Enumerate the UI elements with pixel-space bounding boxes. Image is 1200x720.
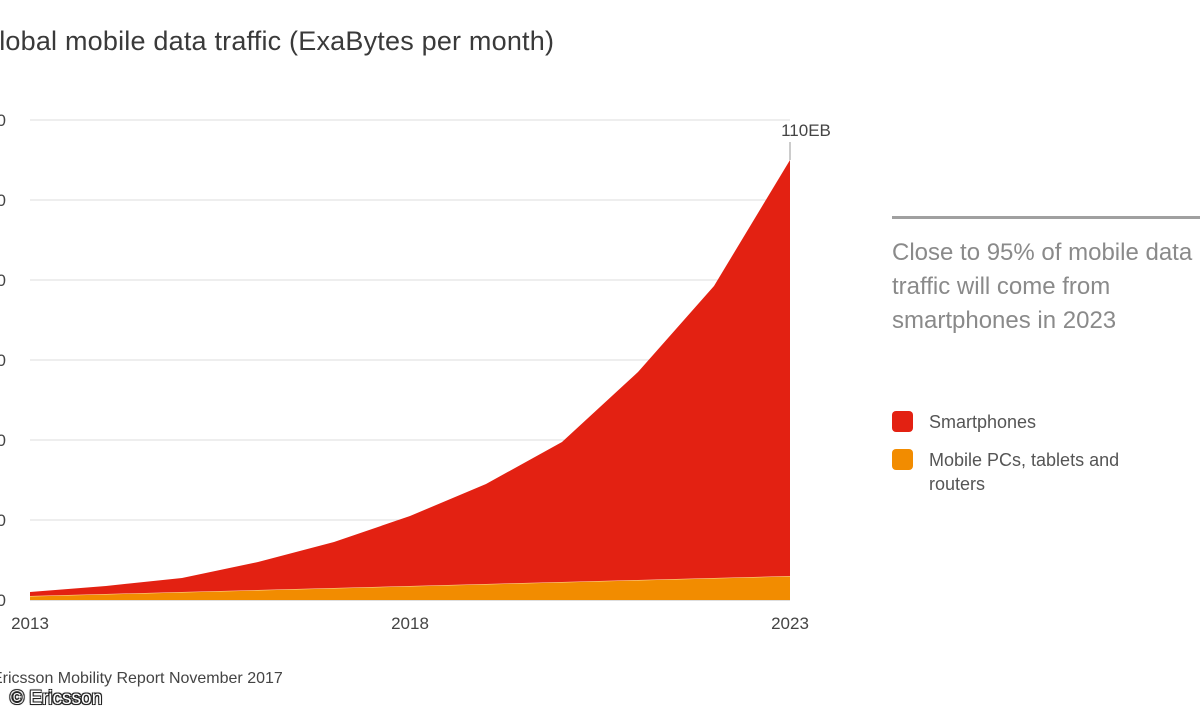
legend-swatch-smartphones	[892, 411, 913, 432]
callout-text: Close to 95% of mobile data traffic will…	[892, 239, 1193, 334]
legend-item-mobile-pcs: Mobile PCs, tablets and routers	[892, 448, 1139, 496]
x-tick-label: 2023	[771, 614, 809, 633]
y-tick-label: 0	[0, 351, 6, 370]
source-note: Ericsson Mobility Report November 2017	[0, 670, 283, 687]
callout-rule	[892, 216, 1200, 219]
legend-item-smartphones: Smartphones	[892, 410, 1139, 434]
y-tick-label: 0	[0, 431, 6, 450]
copyright-watermark: © Ericsson	[10, 688, 103, 709]
legend-label-mobile-pcs: Mobile PCs, tablets and routers	[929, 450, 1120, 494]
area-smartphones	[30, 160, 790, 596]
legend-label-smartphones: Smartphones	[929, 412, 1037, 432]
y-tick-label: 0	[0, 111, 6, 130]
y-tick-label: 0	[0, 191, 6, 210]
x-tick-label: 2013	[11, 614, 49, 633]
legend: Smartphones Mobile PCs, tablets and rout…	[892, 410, 1139, 510]
y-tick-label: 0	[0, 271, 6, 290]
chart-title: Global mobile data traffic (ExaBytes per…	[0, 26, 555, 56]
x-tick-label: 2018	[391, 614, 429, 633]
area-mobile-pcs	[30, 576, 790, 600]
y-tick-label: 0	[0, 511, 6, 530]
legend-swatch-mobile-pcs	[892, 449, 913, 470]
y-tick-label: 0	[0, 591, 6, 610]
annotation-label: 110EB	[781, 121, 831, 140]
